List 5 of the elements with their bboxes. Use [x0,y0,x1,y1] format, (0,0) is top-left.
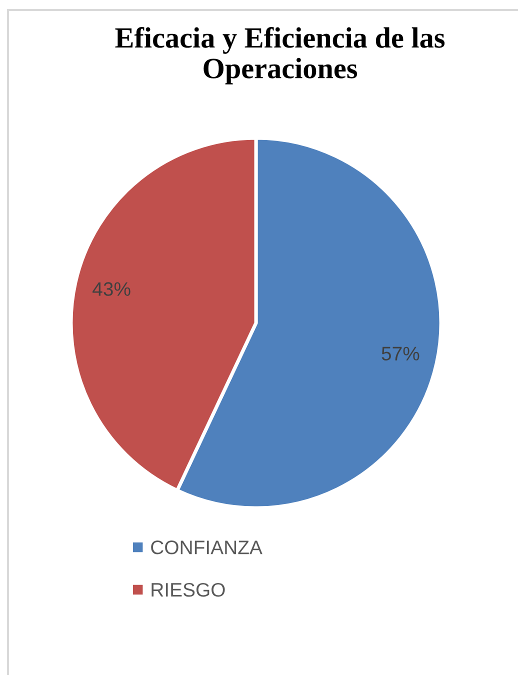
data-label: 43% [92,282,130,296]
chart-title: Eficacia y Eficiencia de las Operaciones [115,27,445,84]
data-label: 57% [382,346,420,361]
legend-label: RIESGO [152,582,225,597]
legend-label: CONFIANZA [151,540,262,554]
